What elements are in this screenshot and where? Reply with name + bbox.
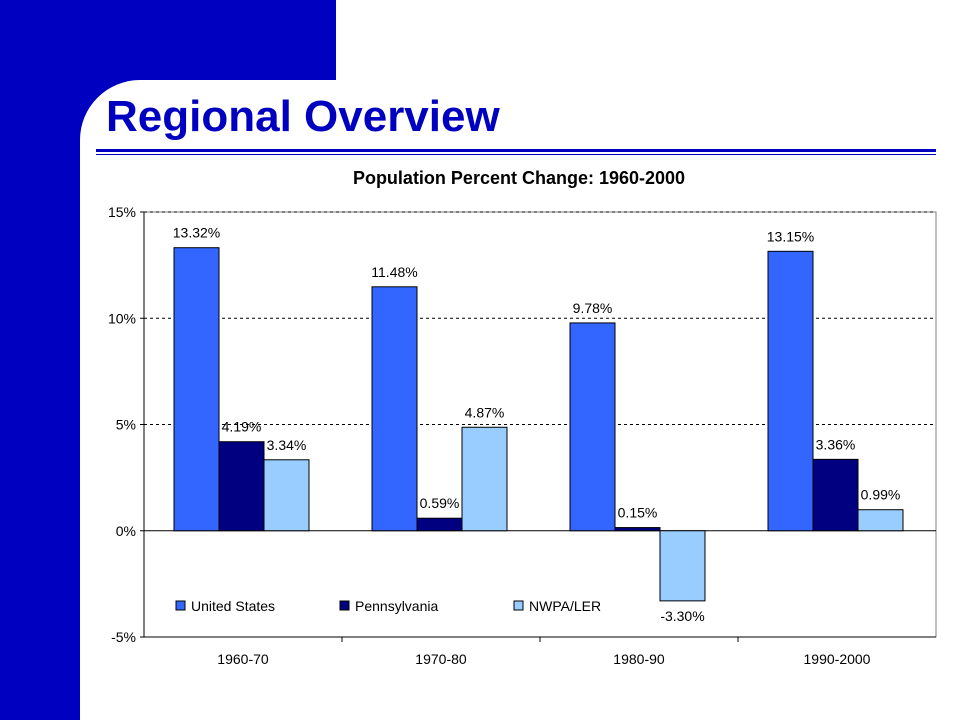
data-label: 0.59% — [420, 495, 460, 511]
band-corner-curve — [80, 80, 200, 200]
x-tick-label: 1990-2000 — [804, 651, 871, 667]
slide-title: Regional Overview — [106, 92, 500, 141]
data-label: 0.15% — [618, 505, 658, 521]
chart-svg: Population Percent Change: 1960-2000 15%… — [108, 168, 937, 667]
legend-label: NWPA/LER — [529, 598, 601, 614]
data-label: 4.87% — [465, 404, 505, 420]
legend-swatch — [175, 600, 186, 611]
bar — [767, 250, 814, 532]
y-tick-label: 5% — [116, 417, 136, 433]
data-label: 0.99% — [861, 487, 901, 503]
bar — [614, 527, 661, 532]
data-label: 13.32% — [173, 225, 220, 241]
data-label: 13.15% — [767, 228, 814, 244]
data-label: 9.78% — [573, 300, 613, 316]
legend-label: Pennsylvania — [355, 598, 438, 614]
data-label: 3.36% — [816, 436, 856, 452]
bar — [569, 322, 616, 532]
bar — [461, 426, 508, 532]
bar — [371, 286, 418, 532]
data-label: 11.48% — [371, 264, 417, 280]
population-chart: Population Percent Change: 1960-2000 15%… — [84, 160, 940, 680]
y-tick-label: 15% — [108, 204, 136, 220]
data-label: 4.19% — [222, 419, 262, 435]
x-tick-label: 1960-70 — [217, 651, 269, 667]
chart-title: Population Percent Change: 1960-2000 — [353, 168, 685, 188]
bar — [416, 517, 463, 532]
y-tick-label: -5% — [111, 629, 136, 645]
title-rule-thin — [96, 154, 936, 155]
y-tick-label: 0% — [116, 523, 136, 539]
bar — [263, 459, 310, 532]
bar — [218, 441, 265, 532]
legend-swatch — [339, 600, 350, 611]
title-rule — [96, 149, 936, 152]
bar — [812, 458, 859, 532]
title-band-left — [0, 0, 80, 720]
x-tick-label: 1970-80 — [415, 651, 467, 667]
data-label: -3.30% — [660, 608, 704, 624]
y-tick-label: 10% — [108, 310, 136, 326]
legend-swatch — [513, 600, 524, 611]
legend-label: United States — [191, 598, 275, 614]
bar — [173, 247, 220, 532]
x-tick-label: 1980-90 — [613, 651, 665, 667]
bar — [857, 509, 904, 532]
bar — [659, 530, 706, 602]
data-label: 3.34% — [267, 437, 307, 453]
